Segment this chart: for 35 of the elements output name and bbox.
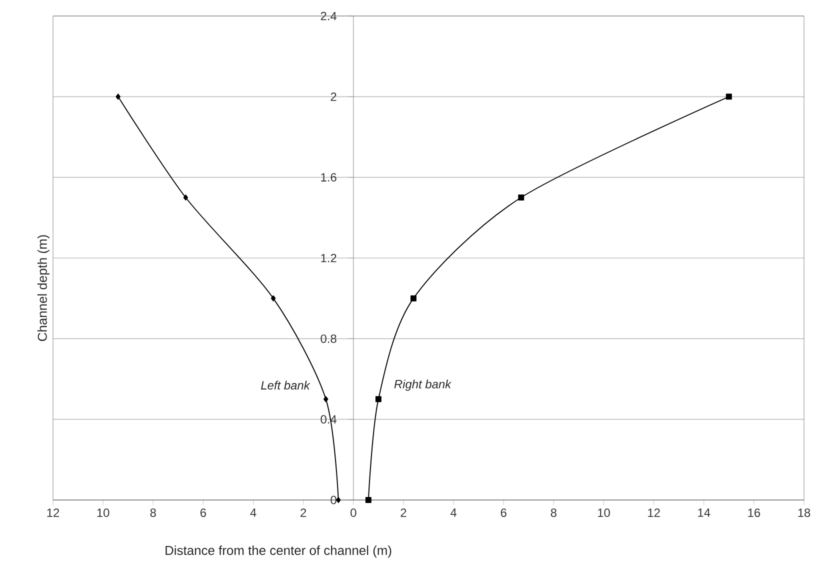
y-tick-label: 2 bbox=[330, 92, 336, 101]
y-tick-label: 2.4 bbox=[320, 12, 337, 20]
x-tick-label: 6 bbox=[200, 508, 206, 517]
point bbox=[270, 295, 276, 302]
x-tick-label: 2 bbox=[300, 508, 306, 517]
point bbox=[365, 497, 372, 503]
x-tick-label: 14 bbox=[698, 508, 710, 517]
x-tick-label: 12 bbox=[47, 508, 60, 517]
x-tick-label: 18 bbox=[798, 508, 810, 517]
series-label: Right bank bbox=[394, 380, 452, 391]
point bbox=[323, 396, 328, 402]
point bbox=[116, 94, 120, 100]
x-tick-label: 2 bbox=[400, 508, 406, 517]
point bbox=[183, 194, 188, 200]
x-axis-title: Distance from the center of channel (m) bbox=[166, 546, 392, 558]
y-axis-title: Channel depth (m) bbox=[37, 235, 50, 341]
point bbox=[726, 94, 732, 100]
point bbox=[518, 194, 524, 200]
x-tick-label: 0 bbox=[350, 508, 356, 517]
point bbox=[336, 497, 341, 503]
x-tick-label: 8 bbox=[150, 508, 156, 517]
x-tick-label: 12 bbox=[648, 508, 660, 517]
x-tick-label: 16 bbox=[748, 508, 760, 517]
x-tick-label: 4 bbox=[450, 508, 457, 517]
x-tick-label: 4 bbox=[250, 508, 256, 517]
x-tick-label: 10 bbox=[97, 508, 110, 517]
point bbox=[375, 396, 382, 402]
x-tick-label: 10 bbox=[598, 508, 610, 517]
x-tick-label: 6 bbox=[500, 508, 506, 517]
y-tick-label: 1.6 bbox=[321, 173, 336, 182]
y-tick-label: 1.2 bbox=[321, 254, 336, 262]
x-tick-label: 8 bbox=[550, 508, 556, 517]
series-label: Left bank bbox=[261, 380, 310, 390]
point bbox=[410, 295, 416, 302]
y-tick-label: 0.8 bbox=[320, 334, 336, 343]
